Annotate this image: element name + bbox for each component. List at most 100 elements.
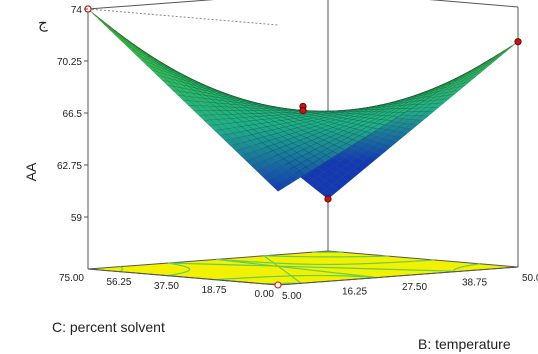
surface-cell [211, 88, 224, 94]
design-point [274, 281, 282, 289]
surface-cell [260, 146, 274, 154]
surface-cell [184, 80, 197, 87]
surface-cell [303, 146, 316, 153]
surface-cell [98, 18, 111, 29]
surface-cell [219, 90, 232, 96]
x-axis-title: B: temperature [418, 336, 511, 352]
surface-cell [105, 23, 118, 34]
surface-cell [318, 172, 331, 181]
surface-cell [229, 95, 242, 100]
surface-cell [280, 139, 294, 146]
surface-cell [294, 117, 307, 121]
surface-cell [390, 117, 404, 123]
surface-cell [215, 92, 228, 98]
x-tick-label: 5.00 [282, 291, 302, 302]
surface-cell [216, 91, 229, 97]
surface-cell [110, 28, 123, 38]
surface-cell [406, 94, 419, 100]
surface-cell [358, 131, 372, 138]
surface-cell [209, 89, 222, 95]
surface-cell [200, 91, 213, 97]
surface-cell [204, 86, 217, 92]
surface-cell [301, 152, 315, 160]
floor-edge-temperature [277, 266, 519, 286]
surface-cell [255, 119, 269, 124]
surface-cell [205, 86, 219, 92]
surface-cell [244, 134, 258, 141]
surface-cell [232, 99, 245, 104]
surface-cell [337, 114, 350, 119]
surface-cell [331, 128, 345, 135]
surface-cell [117, 33, 130, 43]
surface-cell [207, 86, 220, 92]
surface-cell [329, 133, 343, 140]
surface-cell [345, 139, 359, 146]
surface-cell [276, 131, 290, 137]
surface-cell [325, 151, 339, 159]
surface-cell [321, 142, 335, 149]
surface-cell [403, 98, 416, 103]
floor-contour-plane [87, 250, 519, 286]
surface-cell [188, 86, 201, 92]
surface-cell [452, 74, 465, 82]
box-edge-back-top [87, 0, 215, 10]
y-tick-label: 18.75 [201, 285, 226, 296]
surface-cell [236, 141, 250, 150]
surface-cell [272, 112, 285, 116]
surface-cell [142, 50, 155, 59]
surface-cell [419, 95, 432, 101]
floor-contour-line [214, 258, 435, 281]
surface-cell [235, 97, 248, 102]
surface-cell [151, 69, 164, 77]
surface-cell [228, 95, 241, 100]
surface-cell [231, 95, 244, 100]
surface-cell [439, 83, 452, 90]
surface-cell [359, 114, 372, 118]
surface-cell [388, 130, 401, 137]
surface-cell [283, 155, 296, 163]
surface-cell [156, 62, 169, 70]
z-tick-label: 74 [71, 5, 83, 16]
surface-cell [318, 117, 331, 121]
surface-cell [431, 83, 444, 90]
surface-cell [434, 84, 447, 91]
design-points [84, 5, 522, 289]
surface-cell [412, 107, 427, 112]
surface-cell [248, 100, 261, 105]
surface-cell [409, 115, 423, 120]
surface-cell [195, 87, 208, 94]
surface-cell [240, 153, 254, 162]
surface-cell [103, 24, 116, 34]
surface-cell [272, 182, 285, 192]
surface-cell [319, 115, 332, 118]
surface-cell [275, 117, 289, 121]
surface-cell [246, 129, 260, 135]
surface-cell [176, 80, 189, 87]
surface-cell [171, 89, 185, 97]
surface-cell [343, 127, 357, 133]
surface-cell [459, 70, 472, 78]
surface-cell [224, 114, 239, 119]
design-point [324, 195, 332, 203]
surface-cell [222, 123, 236, 129]
z-tick-label: 66.5 [63, 109, 83, 120]
surface-cell [365, 139, 379, 147]
surface-cell [295, 114, 309, 118]
surface-cell [242, 120, 256, 126]
surface-cell [334, 111, 347, 113]
surface-cell [263, 164, 276, 174]
design-point [299, 107, 307, 115]
surface-cell [349, 124, 363, 130]
surface-cell [285, 174, 299, 184]
surface-cell [231, 113, 245, 119]
surface-cell [217, 90, 231, 96]
surface-cell [339, 157, 352, 166]
surface-cell [337, 125, 351, 131]
surface-cell [353, 108, 366, 111]
surface-cell [194, 80, 207, 87]
surface-cell [199, 83, 212, 90]
surface-cell [300, 132, 314, 138]
surface-cell [259, 153, 272, 161]
box-edge-right-top [428, 0, 519, 8]
surface-cell [240, 99, 253, 104]
